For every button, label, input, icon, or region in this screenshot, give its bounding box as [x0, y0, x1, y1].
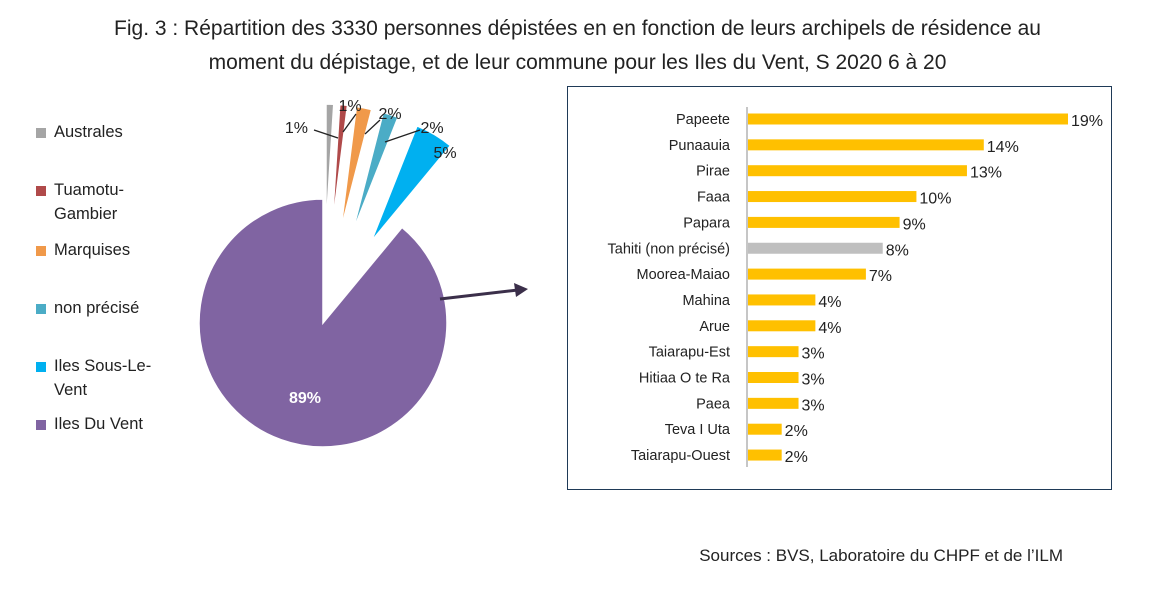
pointer-arrow	[439, 283, 528, 301]
legend-swatch	[36, 420, 46, 430]
bar-paea	[748, 397, 799, 409]
pie-data-label-tuamotu-gambier: 1%	[338, 98, 361, 115]
pie-slice-iles-sous-le-vent	[370, 124, 452, 242]
bar-data-label: 2%	[785, 449, 808, 466]
bar-faaa	[748, 191, 917, 203]
legend-label: Tuamotu-Gambier	[54, 181, 124, 223]
bar-data-label: 7%	[869, 268, 892, 285]
bar-category-label: Punaauia	[669, 138, 731, 154]
pie-slice-marquises	[340, 105, 373, 230]
legend-item-iles-sous-le-vent: Iles Sous-Le-Vent	[36, 354, 174, 402]
pie-leader-line	[313, 129, 339, 139]
pie-data-label-marquises: 2%	[378, 106, 401, 123]
bar-hitiaa-o-te-ra	[748, 372, 799, 383]
bar-category-label: Hitiaa O te Ra	[639, 371, 731, 387]
bar-category-label: Pirae	[696, 164, 730, 180]
bar-moorea-maiao	[748, 268, 866, 280]
legend-swatch	[36, 186, 46, 196]
bar-category-label: Papara	[683, 215, 731, 231]
bar-category-label: Paea	[696, 396, 731, 412]
pie-leader-line	[364, 119, 381, 135]
bar-category-label: Tahiti (non précisé)	[608, 241, 731, 257]
bar-taiarapu-ouest	[748, 449, 782, 461]
pie-data-label-australes: 1%	[285, 120, 308, 137]
legend-swatch	[36, 246, 46, 256]
bar-category-label: Faaa	[697, 190, 731, 206]
pie-chart: 1% 1% 2% 2% 5% 89%	[198, 98, 457, 448]
legend-item-iles-du-vent: Iles Du Vent	[36, 412, 174, 436]
legend-label: Iles Du Vent	[54, 415, 143, 433]
legend-label: non précisé	[54, 299, 140, 317]
bar-category-label: Moorea-Maiao	[637, 267, 731, 283]
title-line-1: Fig. 3 : Répartition des 3330 personnes …	[114, 17, 1041, 40]
pie-slice-tuamotu-gambier	[331, 103, 349, 229]
legend-label: Iles Sous-Le-Vent	[54, 357, 152, 399]
bar-teva-i-uta	[748, 423, 782, 435]
bar-category-label: Arue	[699, 319, 730, 335]
bar-category-label: Taiarapu-Est	[649, 345, 730, 361]
legend-swatch	[36, 362, 46, 372]
pie-slice-non-pr-cis	[351, 111, 399, 233]
bar-data-label: 3%	[802, 397, 825, 414]
bar-data-label: 10%	[919, 191, 951, 208]
legend-swatch	[36, 304, 46, 314]
bar-punaauia	[748, 139, 984, 151]
arrow-line	[439, 288, 519, 301]
bar-pirae	[748, 165, 967, 177]
legend-item-non-pr-cis: non précisé	[36, 296, 174, 320]
commune-bar-chart-frame: Papeete 19% Punaauia 14% Pirae 13% Faaa 10% Papa…	[567, 86, 1112, 490]
bar-data-label: 19%	[1071, 113, 1103, 130]
bar-category-label: Teva I Uta	[665, 422, 731, 438]
bar-papara	[748, 216, 900, 228]
pie-leader-line	[342, 113, 357, 133]
bar-data-label: 4%	[818, 294, 841, 311]
bar-mahina	[748, 294, 816, 306]
bar-data-label: 9%	[903, 216, 926, 233]
arrow-head	[514, 283, 528, 297]
pie-data-label-non-pr-cis: 2%	[420, 120, 443, 137]
bar-data-label: 13%	[970, 165, 1002, 182]
bar-category-label: Papeete	[676, 112, 730, 128]
bar-arue	[748, 320, 816, 332]
bar-data-label: 4%	[818, 320, 841, 337]
bar-tahiti-non-pr-cis	[748, 242, 883, 254]
bar-data-label: 2%	[785, 423, 808, 440]
bar-data-label: 3%	[802, 346, 825, 363]
pie-slice-iles-du-vent	[198, 198, 448, 448]
legend-item-australes: Australes	[36, 120, 174, 144]
bar-category-label: Mahina	[682, 293, 730, 309]
figure-title: Fig. 3 : Répartition des 3330 personnes …	[0, 12, 1155, 80]
pie-leader-line	[384, 129, 421, 143]
bar-data-label: 3%	[802, 372, 825, 389]
legend-label: Australes	[54, 123, 123, 141]
bar-data-label: 14%	[987, 139, 1019, 156]
bar-papeete	[748, 113, 1068, 125]
bar-category-label: Taiarapu-Ouest	[631, 448, 730, 464]
source-note: Sources : BVS, Laboratoire du CHPF et de…	[699, 546, 1063, 565]
legend-swatch	[36, 128, 46, 138]
legend-label: Marquises	[54, 241, 131, 259]
bar-chart: Papeete 19% Punaauia 14% Pirae 13% Faaa 10% Papa…	[608, 107, 1103, 468]
pie-data-label-iles-du-vent: 89%	[289, 390, 321, 407]
bar-data-label: 8%	[886, 242, 909, 259]
bar-taiarapu-est	[748, 346, 799, 358]
legend-item-tuamotu-gambier: Tuamotu-Gambier	[36, 178, 174, 226]
title-line-2: moment du dépistage, et de leur commune …	[208, 51, 947, 74]
pie-data-label-iles-sous-le-vent: 5%	[433, 145, 456, 162]
legend-item-marquises: Marquises	[36, 238, 174, 262]
